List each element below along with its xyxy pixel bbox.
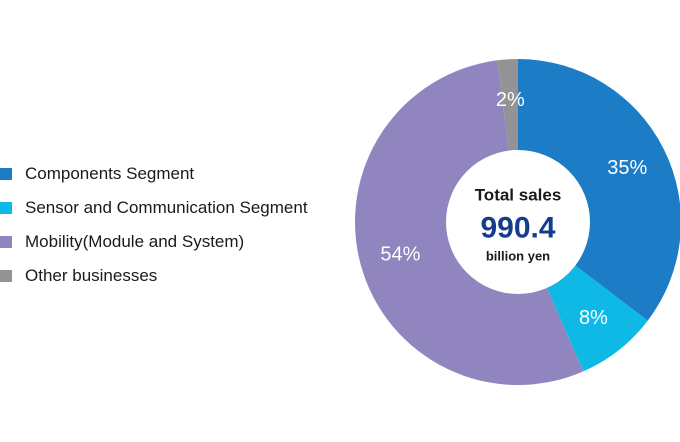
pie-slice xyxy=(518,59,680,321)
slice-label: 8% xyxy=(579,307,608,329)
slice-label: 35% xyxy=(607,157,647,179)
legend-label: Mobility(Module and System) xyxy=(25,232,245,251)
legend-item: Other businesses xyxy=(0,259,308,293)
legend-swatch xyxy=(0,270,12,282)
center-hole xyxy=(446,150,590,294)
center-title: Total sales xyxy=(475,186,562,205)
legend-swatch xyxy=(0,236,12,248)
legend-label: Sensor and Communication Segment xyxy=(25,198,308,217)
legend-item: Components Segment xyxy=(0,157,308,191)
legend-item: Sensor and Communication Segment xyxy=(0,191,308,225)
legend-swatch xyxy=(0,168,12,180)
legend-label: Other businesses xyxy=(25,266,158,285)
legend-label: Components Segment xyxy=(25,164,195,183)
center-value: 990.4 xyxy=(480,212,555,245)
legend-swatch xyxy=(0,202,12,214)
legend-item: Mobility(Module and System) xyxy=(0,225,308,259)
legend: Components Segment Sensor and Communicati… xyxy=(0,157,308,293)
center-unit: billion yen xyxy=(486,249,550,264)
slice-label: 54% xyxy=(380,244,420,266)
slice-labels: 35% 8% 54% 2% xyxy=(380,89,647,329)
slice-label: 2% xyxy=(496,89,525,111)
